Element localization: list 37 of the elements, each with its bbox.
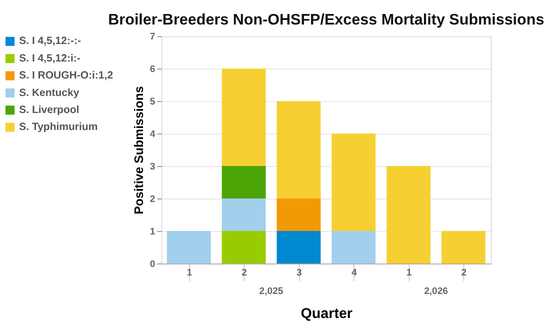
bar (386, 166, 431, 264)
chart-title: Broiler-Breeders Non-OHSFP/Excess Mortality Submissions (108, 12, 544, 29)
text: 2,026 (424, 286, 448, 298)
y-tick-label: 7 (150, 31, 156, 42)
x-tick-label: 3 (296, 267, 302, 278)
bar (222, 198, 266, 231)
bar (441, 230, 486, 264)
bar (276, 198, 321, 231)
legend-label: S. I ROUGH-O:i:1,2 (19, 70, 114, 82)
y-tick-label: 4 (150, 128, 156, 140)
bar (222, 68, 266, 166)
bar (222, 166, 266, 198)
y-tick-label: 3 (150, 161, 156, 172)
bar (332, 134, 376, 231)
x-tick-label: 4 (351, 267, 358, 278)
legend-label: S. Liverpool (19, 104, 80, 116)
y-tick-label: 5 (150, 96, 156, 108)
bar (332, 230, 376, 264)
bar (222, 230, 266, 264)
bar (276, 101, 321, 198)
y-tick-label: 0 (150, 258, 156, 270)
x-tick-label: 1 (186, 267, 193, 278)
y-tick-label: 1 (150, 226, 156, 238)
bar (166, 230, 211, 264)
x-tick-label: 2 (242, 267, 247, 278)
legend-label: S. Kentucky (19, 86, 80, 99)
y-tick-label: 2 (150, 194, 156, 205)
legend-label: S. Typhimurium (19, 121, 98, 134)
x-tick-label: 2 (461, 267, 467, 278)
y-tick-label: 6 (150, 64, 156, 75)
y-axis-title: Positive Submissions (132, 86, 146, 214)
x-tick-label: 1 (406, 267, 412, 278)
bar (276, 230, 321, 264)
legend-label: S. I 4,5,12:i:- (19, 52, 81, 64)
legend-label: S. I 4,5,12:-:- (19, 35, 82, 48)
x-axis-title: Quarter (300, 306, 353, 322)
text: 2,025 (259, 286, 284, 298)
